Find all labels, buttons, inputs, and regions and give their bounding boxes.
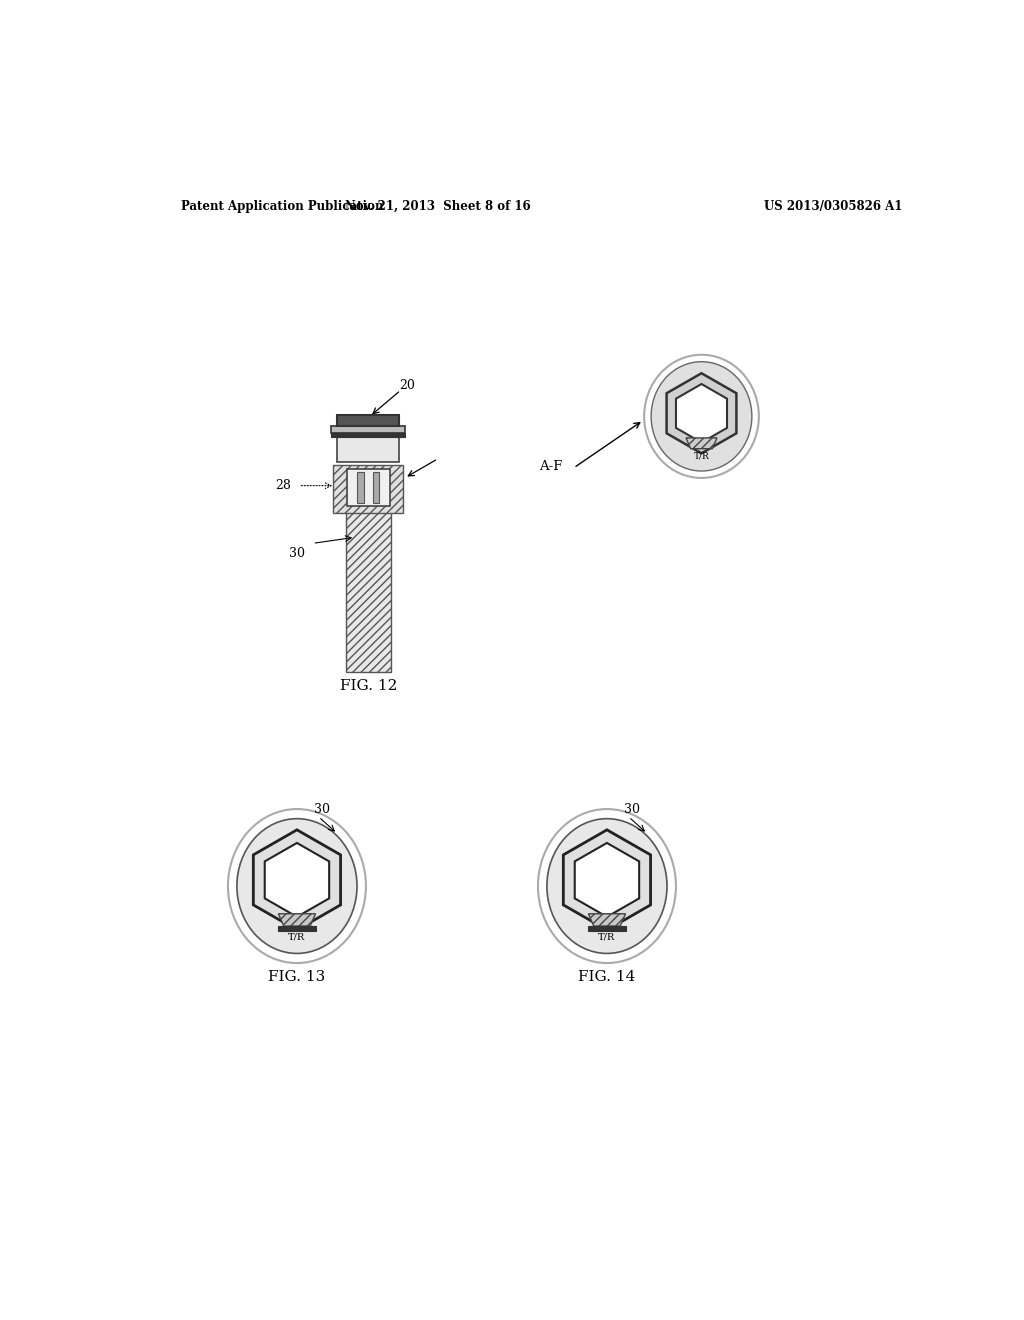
Polygon shape: [346, 469, 390, 506]
Text: T/R: T/R: [693, 451, 710, 461]
Polygon shape: [265, 843, 329, 917]
Text: 20: 20: [399, 379, 415, 392]
Text: 30: 30: [289, 546, 305, 560]
Text: US 2013/0305826 A1: US 2013/0305826 A1: [764, 199, 902, 213]
Text: FIG. 12: FIG. 12: [340, 678, 397, 693]
Polygon shape: [279, 927, 315, 931]
Polygon shape: [686, 438, 717, 449]
Polygon shape: [357, 471, 364, 503]
Polygon shape: [334, 465, 403, 512]
Polygon shape: [589, 927, 626, 931]
Text: 30: 30: [624, 803, 640, 816]
Polygon shape: [253, 830, 341, 929]
Text: T/R: T/R: [598, 932, 615, 941]
Ellipse shape: [538, 809, 676, 964]
Polygon shape: [337, 437, 399, 462]
Text: A-F: A-F: [539, 459, 562, 473]
Ellipse shape: [651, 362, 752, 471]
Polygon shape: [346, 511, 391, 672]
Polygon shape: [574, 843, 639, 917]
Text: 30: 30: [313, 803, 330, 816]
Polygon shape: [373, 471, 379, 503]
Text: 28: 28: [274, 479, 291, 492]
Polygon shape: [337, 414, 399, 425]
Text: T/R: T/R: [289, 932, 305, 941]
Ellipse shape: [237, 818, 357, 953]
Polygon shape: [331, 433, 406, 437]
Polygon shape: [589, 913, 626, 927]
Polygon shape: [331, 425, 406, 433]
Ellipse shape: [547, 818, 667, 953]
Ellipse shape: [644, 355, 759, 478]
Text: FIG. 13: FIG. 13: [268, 970, 326, 983]
Text: Patent Application Publication: Patent Application Publication: [180, 199, 383, 213]
Ellipse shape: [228, 809, 366, 964]
Text: FIG. 14: FIG. 14: [579, 970, 636, 983]
Polygon shape: [563, 830, 650, 929]
Polygon shape: [279, 913, 315, 927]
Text: Nov. 21, 2013  Sheet 8 of 16: Nov. 21, 2013 Sheet 8 of 16: [345, 199, 530, 213]
Polygon shape: [676, 384, 727, 442]
Polygon shape: [667, 374, 736, 453]
